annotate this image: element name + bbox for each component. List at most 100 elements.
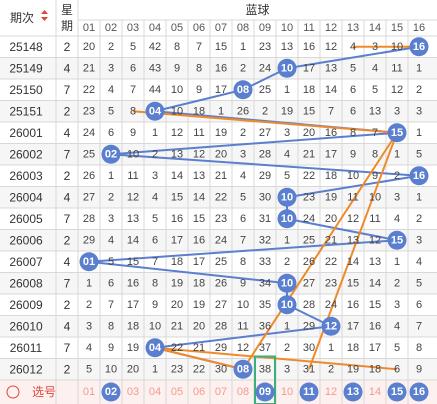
trend-line <box>88 260 288 285</box>
miss-count: 10 <box>369 191 381 203</box>
selected-number-ball[interactable] <box>299 382 319 402</box>
selectable-number[interactable]: 07 <box>215 386 227 398</box>
miss-count: 16 <box>127 277 139 289</box>
miss-count: 9 <box>240 277 246 289</box>
miss-count: 9 <box>108 342 114 354</box>
miss-count: 23 <box>215 213 227 225</box>
selected-number-ball[interactable] <box>409 382 429 402</box>
miss-count: 22 <box>325 256 337 268</box>
trend-line <box>286 217 398 242</box>
miss-count: 7 <box>416 320 422 332</box>
selectable-number[interactable]: 03 <box>127 386 139 398</box>
miss-count: 31 <box>303 363 315 375</box>
issue-number: 26004 <box>9 190 43 204</box>
miss-count: 38 <box>259 363 271 375</box>
miss-count: 4 <box>108 234 114 246</box>
miss-count: 17 <box>369 342 381 354</box>
selected-number-ball[interactable] <box>343 382 363 402</box>
miss-count: 11 <box>391 62 402 74</box>
selectable-number[interactable]: 14 <box>369 386 381 398</box>
column-header-09: 09 <box>259 22 271 34</box>
selected-number: 02 <box>105 386 117 398</box>
selectable-number[interactable]: 10 <box>281 386 293 398</box>
miss-count: 17 <box>325 148 337 160</box>
miss-count: 19 <box>281 105 293 117</box>
weekday-value: 2 <box>64 104 71 118</box>
selectable-number[interactable]: 08 <box>237 386 249 398</box>
miss-count: 23 <box>325 277 337 289</box>
miss-count: 20 <box>127 363 139 375</box>
selectable-number[interactable]: 01 <box>83 386 95 398</box>
selectable-number[interactable]: 04 <box>149 386 161 398</box>
miss-count: 16 <box>369 320 381 332</box>
sort-icon[interactable] <box>41 10 48 21</box>
miss-count: 5 <box>86 363 92 375</box>
selected-number-ball[interactable] <box>387 382 407 402</box>
sort-up-icon[interactable] <box>41 10 48 14</box>
miss-count: 3 <box>394 105 400 117</box>
miss-count: 18 <box>369 363 381 375</box>
selectable-number[interactable]: 05 <box>171 386 183 398</box>
miss-count: 21 <box>215 170 227 182</box>
issue-number: 25151 <box>9 104 43 118</box>
miss-count: 35 <box>259 299 271 311</box>
sort-down-icon[interactable] <box>41 17 48 21</box>
miss-count: 4 <box>372 62 378 74</box>
miss-count: 18 <box>303 84 315 96</box>
select-number-label: 选号 <box>32 385 56 399</box>
issue-number: 26010 <box>9 319 43 333</box>
miss-count: 3 <box>240 148 246 160</box>
selectable-number[interactable]: 06 <box>193 386 205 398</box>
blue-ball-section-header: 蓝球 <box>245 3 269 17</box>
miss-count: 36 <box>259 320 271 332</box>
miss-count: 26 <box>215 277 227 289</box>
miss-count: 29 <box>259 170 271 182</box>
column-header-15: 15 <box>391 22 403 34</box>
weekday-value: 7 <box>64 147 71 161</box>
issue-number: 25149 <box>9 61 43 75</box>
selected-number: 16 <box>413 386 425 398</box>
miss-count: 10 <box>149 320 161 332</box>
hit-ball-number: 10 <box>281 299 293 311</box>
weekday-value: 4 <box>64 255 71 269</box>
miss-count: 4 <box>152 191 158 203</box>
miss-count: 20 <box>193 320 205 332</box>
miss-count: 30 <box>259 191 271 203</box>
miss-count: 8 <box>350 127 356 139</box>
hit-ball <box>101 144 121 164</box>
hit-ball-number: 01 <box>83 256 95 268</box>
miss-count: 3 <box>394 191 400 203</box>
selected-number-ball[interactable] <box>255 382 275 402</box>
hit-ball <box>233 359 253 379</box>
miss-count: 16 <box>215 62 227 74</box>
miss-count: 13 <box>369 105 381 117</box>
miss-count: 28 <box>303 299 315 311</box>
hit-ball <box>409 37 429 57</box>
issue-number: 26007 <box>9 255 43 269</box>
cross-line <box>242 132 398 370</box>
select-radio-icon[interactable] <box>6 385 20 399</box>
issue-number: 26005 <box>9 212 43 226</box>
miss-count: 14 <box>171 170 183 182</box>
hit-ball <box>321 316 341 336</box>
column-header-11: 11 <box>303 22 314 34</box>
row-background <box>0 337 437 359</box>
miss-count: 1 <box>394 256 400 268</box>
trend-line <box>154 325 332 349</box>
miss-count: 1 <box>240 41 246 53</box>
selectable-number[interactable]: 12 <box>325 386 337 398</box>
miss-count: 19 <box>127 342 139 354</box>
hit-ball-number: 10 <box>281 191 293 203</box>
hit-ball <box>277 58 297 78</box>
miss-count: 2 <box>394 277 400 289</box>
miss-count: 2 <box>240 62 246 74</box>
column-header-05: 05 <box>171 22 183 34</box>
miss-count: 25 <box>83 148 95 160</box>
miss-count: 12 <box>237 342 249 354</box>
selected-number-ball[interactable] <box>101 382 121 402</box>
miss-count: 17 <box>347 320 359 332</box>
miss-count: 34 <box>259 277 271 289</box>
miss-count: 2 <box>108 191 114 203</box>
miss-count: 5 <box>130 41 136 53</box>
